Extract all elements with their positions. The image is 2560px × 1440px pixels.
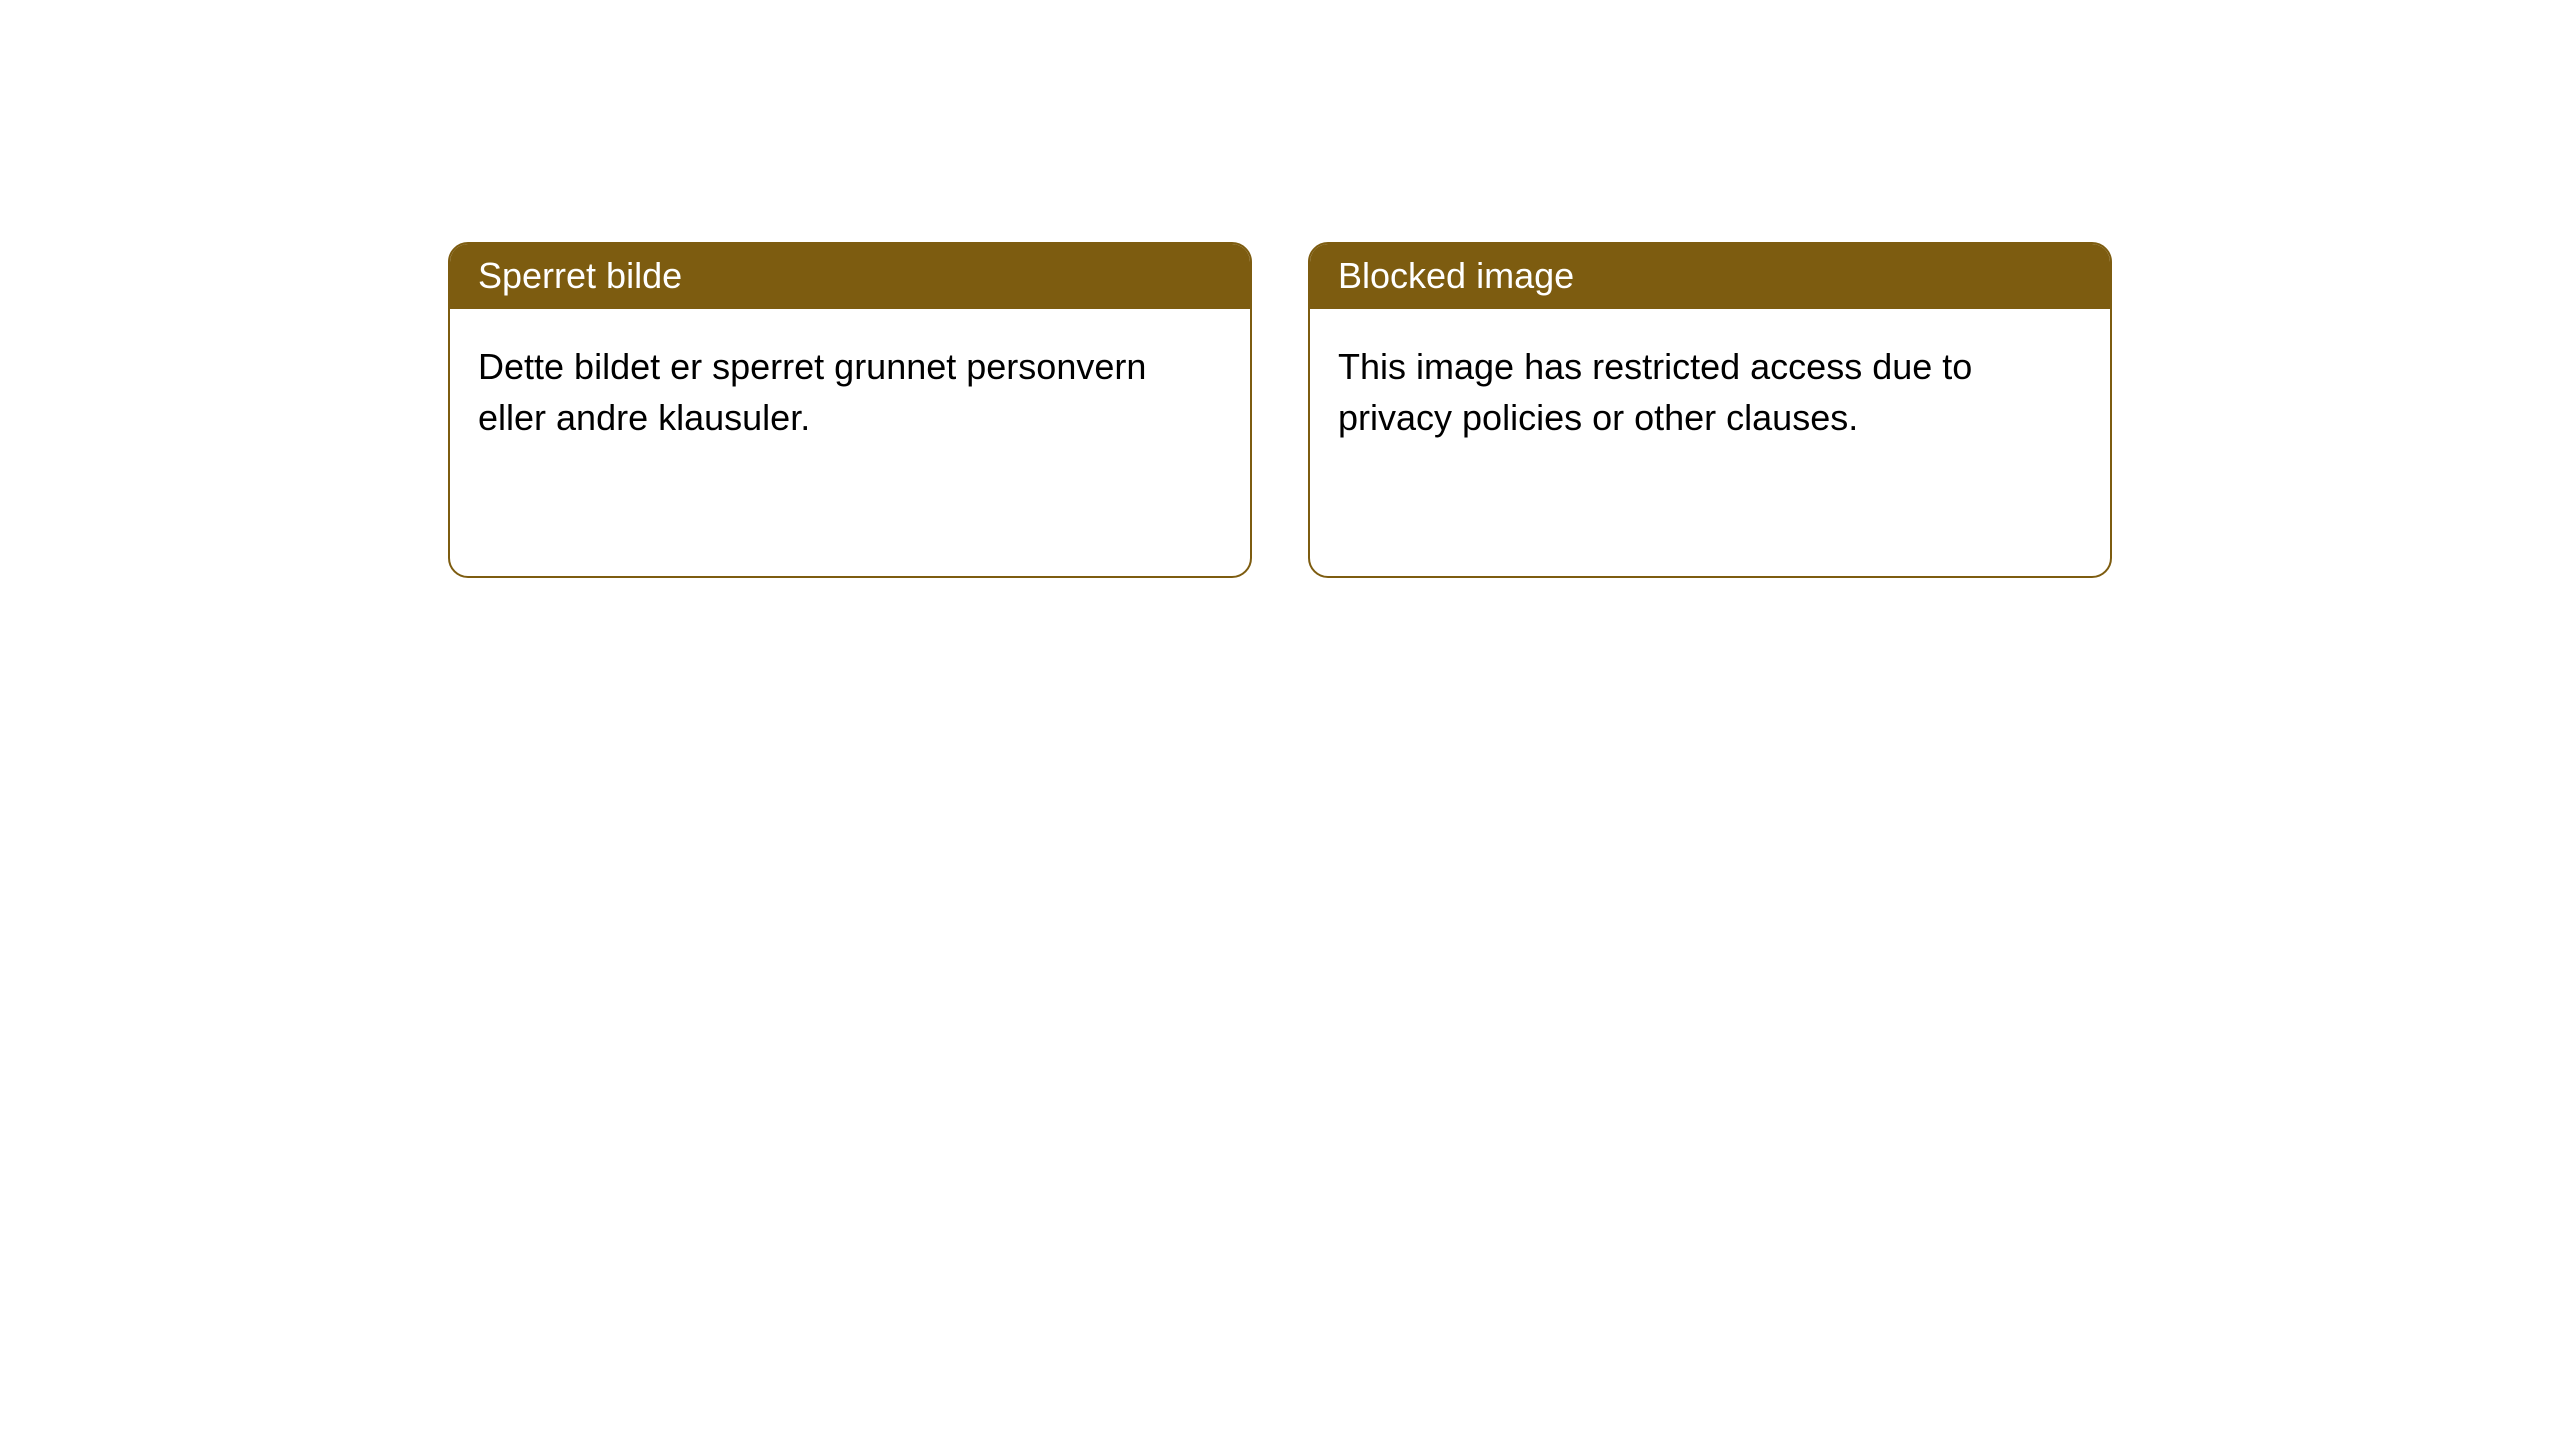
card-body: This image has restricted access due to … [1310, 309, 2110, 475]
card-body: Dette bildet er sperret grunnet personve… [450, 309, 1250, 475]
blocked-image-card-no: Sperret bilde Dette bildet er sperret gr… [448, 242, 1252, 578]
blocked-image-card-en: Blocked image This image has restricted … [1308, 242, 2112, 578]
card-header: Blocked image [1310, 244, 2110, 309]
cards-container: Sperret bilde Dette bildet er sperret gr… [0, 0, 2560, 578]
card-header: Sperret bilde [450, 244, 1250, 309]
